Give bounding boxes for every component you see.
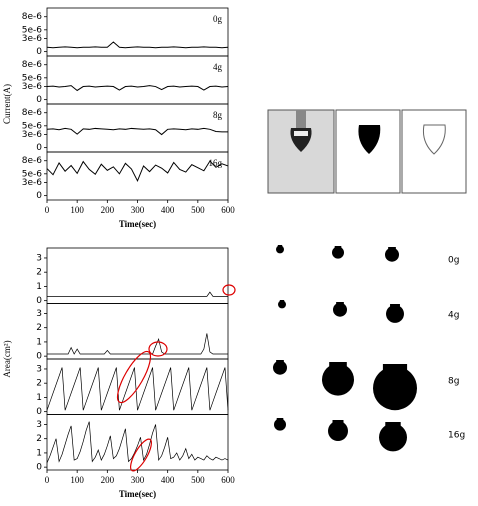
series-line xyxy=(47,333,228,355)
y-tick-label: 3 xyxy=(36,309,42,319)
highlight-ellipse xyxy=(130,438,152,472)
y-axis-label: Current(A) xyxy=(2,84,12,124)
series-line xyxy=(47,291,228,297)
image-label: 16g xyxy=(448,431,465,441)
image-label: 0g xyxy=(448,256,459,266)
y-tick-label: 5e-6 xyxy=(22,169,43,179)
x-tick-label: 0 xyxy=(45,475,50,485)
series-line xyxy=(46,367,229,411)
y-tick-label: 8e-6 xyxy=(22,60,43,70)
y-tick-label: 5e-6 xyxy=(22,73,43,83)
drop xyxy=(379,423,407,452)
panel-frame xyxy=(46,303,229,360)
drop xyxy=(373,366,417,411)
drop-binary xyxy=(358,125,381,154)
y-tick-label: 3 xyxy=(36,253,42,263)
annotations xyxy=(116,284,236,472)
highlight-ellipse xyxy=(222,284,236,296)
y-tick-label: 2 xyxy=(36,379,42,389)
drop xyxy=(332,246,344,259)
x-tick-label: 500 xyxy=(191,205,205,215)
y-tick-label: 8e-6 xyxy=(22,12,43,22)
y-tick-label: 8e-6 xyxy=(22,108,43,118)
x-tick-label: 500 xyxy=(191,475,205,485)
y-tick-label: 3e-6 xyxy=(22,82,43,92)
photo-frame xyxy=(401,109,467,194)
y-tick-label: 1 xyxy=(36,337,42,347)
y-tick-label: 0 xyxy=(36,47,42,57)
x-tick-label: 100 xyxy=(70,205,84,215)
y-tick-label: 1 xyxy=(36,282,42,292)
x-axis-label: Time(sec) xyxy=(119,219,156,229)
drop xyxy=(328,421,348,441)
drop xyxy=(385,247,399,262)
y-tick-label: 0 xyxy=(36,95,42,105)
panel-label: 8g xyxy=(213,110,223,120)
panel-frame xyxy=(46,55,229,105)
panel-label: 0g xyxy=(213,14,223,24)
panel-frame xyxy=(46,7,229,57)
drop-outline xyxy=(423,124,446,155)
series-line xyxy=(46,127,228,136)
y-tick-label: 3e-6 xyxy=(22,130,43,140)
y-tick-label: 0 xyxy=(36,296,42,306)
drop-grid xyxy=(273,245,417,452)
y-tick-label: 3e-6 xyxy=(22,34,43,44)
x-tick-label: 200 xyxy=(101,205,115,215)
y-axis-label: Area(cm²) xyxy=(2,340,12,377)
highlight-ellipse xyxy=(148,341,168,357)
y-tick-label: 0 xyxy=(36,191,42,201)
y-tick-label: 5e-6 xyxy=(22,121,43,131)
image-label: 8g xyxy=(448,377,459,387)
image-label: 4g xyxy=(448,311,459,321)
y-tick-label: 5e-6 xyxy=(22,25,43,35)
drop xyxy=(276,245,284,254)
panel-label: 16g xyxy=(209,158,223,168)
photo-strip xyxy=(267,109,467,194)
panel-frame xyxy=(46,247,229,304)
x-tick-label: 400 xyxy=(161,475,175,485)
y-tick-label: 3 xyxy=(36,420,42,430)
x-axis-label: Time(sec) xyxy=(119,489,156,499)
needle xyxy=(296,110,306,132)
y-tick-label: 3e-6 xyxy=(22,178,43,188)
highlight-ellipse xyxy=(116,350,152,404)
y-tick-label: 0 xyxy=(36,352,42,362)
y-tick-label: 2 xyxy=(36,268,42,278)
drop xyxy=(333,302,347,317)
series-line xyxy=(46,85,229,92)
panel-frame xyxy=(46,103,229,153)
y-tick-label: 0 xyxy=(36,463,42,473)
x-tick-label: 400 xyxy=(161,205,175,215)
panel-frame xyxy=(46,151,229,201)
x-tick-label: 600 xyxy=(221,205,235,215)
panel-label: 4g xyxy=(213,62,223,72)
y-tick-label: 1 xyxy=(36,448,42,458)
series-line xyxy=(46,421,229,464)
drop xyxy=(278,300,286,309)
y-tick-label: 3 xyxy=(36,364,42,374)
y-tick-label: 1 xyxy=(36,393,42,403)
y-tick-label: 0 xyxy=(36,407,42,417)
panel-frame xyxy=(46,414,229,471)
y-tick-label: 0 xyxy=(36,143,42,153)
x-tick-label: 200 xyxy=(101,475,115,485)
highlight xyxy=(294,131,308,136)
x-tick-label: 0 xyxy=(45,205,50,215)
y-tick-label: 2 xyxy=(36,434,42,444)
drop xyxy=(322,363,354,396)
x-tick-label: 100 xyxy=(70,475,84,485)
x-tick-label: 300 xyxy=(131,475,145,485)
drop xyxy=(274,418,286,431)
y-tick-label: 8e-6 xyxy=(22,156,43,166)
drop xyxy=(273,360,287,375)
x-tick-label: 300 xyxy=(131,205,145,215)
series-line xyxy=(46,160,229,182)
drop xyxy=(386,304,404,323)
y-tick-label: 2 xyxy=(36,323,42,333)
x-tick-label: 600 xyxy=(221,475,235,485)
series-line xyxy=(46,41,229,49)
